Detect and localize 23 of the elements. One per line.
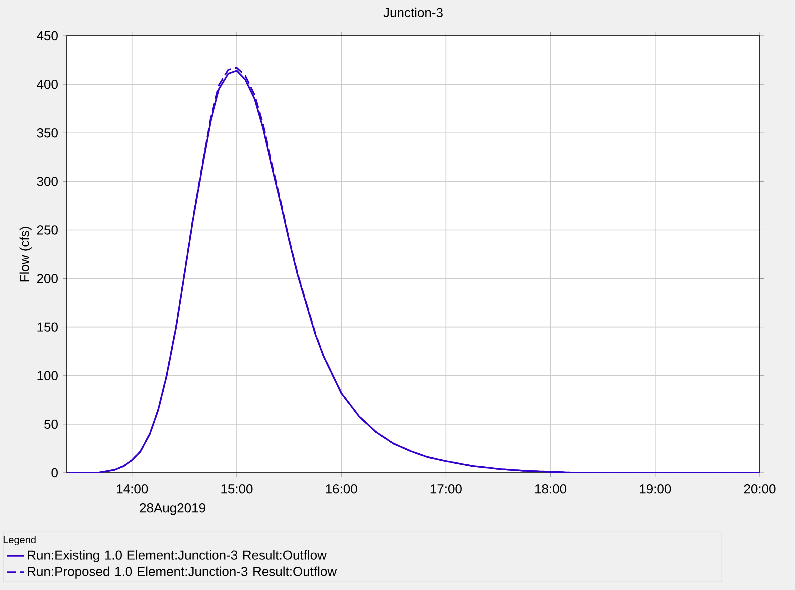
- legend-title: Legend: [4, 536, 36, 546]
- x-tick-label: 17:00: [430, 484, 462, 494]
- y-tick-label: 250: [37, 226, 58, 235]
- legend-label: Run:Existing 1.0 Element:Junction-3 Result:Outflow: [28, 550, 327, 563]
- y-tick-label: 50: [44, 420, 58, 430]
- y-tick-label: 200: [37, 274, 58, 284]
- legend-label: Run:Proposed 1.0 Element:Junction-3 Result:Outflow: [28, 566, 338, 579]
- y-tick-label: 350: [37, 128, 58, 138]
- y-axis-title: Flow (cfs): [20, 227, 32, 282]
- x-tick-label: 14:00: [117, 484, 148, 494]
- x-tick-label: 16:00: [326, 484, 358, 494]
- x-tick-label: 20:00: [744, 484, 776, 494]
- y-tick-label: 100: [38, 371, 58, 380]
- x-tick-label: 19:00: [640, 484, 672, 494]
- y-tick-label: 0: [52, 468, 58, 478]
- y-tick-label: 300: [37, 177, 58, 186]
- y-tick-label: 400: [37, 80, 58, 90]
- x-tick-label: 15:00: [222, 484, 253, 494]
- y-tick-label: 150: [38, 322, 58, 332]
- x-tick-label: 18:00: [536, 484, 567, 494]
- chart-title: Junction-3: [384, 8, 443, 18]
- y-tick-label: 450: [37, 31, 58, 41]
- text: 28Aug2019: [140, 504, 206, 516]
